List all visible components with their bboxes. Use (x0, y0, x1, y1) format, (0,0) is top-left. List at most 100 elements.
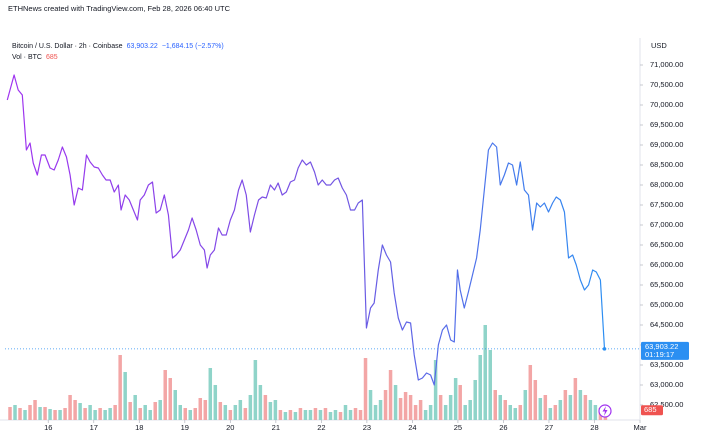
y-tick-label: 66,000.00 (650, 260, 683, 269)
volume-bar (248, 395, 253, 420)
volume-bar (83, 408, 87, 420)
volume-bar (443, 405, 448, 420)
volume-bar (8, 407, 12, 420)
volume-bar (333, 410, 338, 420)
volume-badge-text: 685 (644, 405, 657, 414)
x-tick-label: 16 (44, 423, 52, 432)
y-tick-label: 70,000.00 (650, 100, 683, 109)
volume-bar (163, 370, 167, 420)
volume-bar (558, 400, 563, 420)
volume-bar (573, 378, 578, 420)
price-line (6, 74, 606, 386)
x-tick-label: 23 (363, 423, 371, 432)
volume-bar (428, 405, 433, 420)
volume-bar (303, 410, 308, 420)
legend-volume-value: 685 (46, 54, 58, 61)
volume-badge (641, 405, 663, 416)
volume-bar (468, 400, 472, 420)
volume-bar (323, 408, 328, 420)
volume-bar (533, 380, 538, 420)
volume-bar (178, 405, 183, 420)
volume-bar (68, 395, 72, 420)
volume-bar (273, 400, 278, 420)
volume-bar (298, 408, 303, 420)
volume-bar (138, 408, 142, 420)
volume-bar (123, 372, 127, 420)
y-tick-label: 65,500.00 (650, 280, 683, 289)
volume-bar (308, 410, 313, 420)
y-tick-label: 66,500.00 (650, 240, 683, 249)
volume-bar (228, 410, 233, 420)
volume-bar (503, 400, 508, 420)
volume-bar (243, 408, 248, 420)
volume-bar (203, 400, 208, 420)
volume-bar (553, 405, 558, 420)
y-tick-label: 64,500.00 (650, 320, 683, 329)
volume-bar (543, 395, 548, 420)
x-tick-label: 18 (135, 423, 143, 432)
volume-bar (143, 405, 147, 420)
axis-layer: 62,500.0063,000.0063,500.0064,000.0064,5… (44, 60, 683, 432)
volume-bar (478, 355, 482, 420)
volume-bar (103, 410, 107, 420)
volume-bar (353, 408, 358, 420)
volume-bar (518, 405, 523, 420)
legend-last-price: 63,903.22 (127, 43, 158, 50)
x-tick-label: 26 (499, 423, 507, 432)
volume-bar (588, 400, 593, 420)
volume-bar (48, 409, 52, 420)
legend-volume-name: Vol · BTC (12, 54, 42, 61)
volume-bar (158, 400, 162, 420)
volume-bar (283, 412, 288, 420)
volume-bar (423, 410, 428, 420)
volume-bar (568, 395, 573, 420)
volume-bar (578, 390, 583, 420)
volume-bar (28, 405, 32, 420)
y-tick-label: 69,500.00 (650, 120, 683, 129)
y-tick-label: 63,500.00 (650, 360, 683, 369)
volume-bar (433, 360, 438, 420)
volume-bar (13, 405, 17, 420)
volume-bar (343, 405, 348, 420)
volume-bar (473, 380, 477, 420)
y-tick-label: 70,500.00 (650, 80, 683, 89)
volume-bar (23, 410, 27, 420)
volume-bar (358, 410, 363, 420)
volume-bar (493, 390, 497, 420)
x-tick-label: 22 (317, 423, 325, 432)
x-tick-label: 24 (408, 423, 416, 432)
volume-bar (38, 407, 42, 420)
volume-bar (413, 405, 418, 420)
volume-bar (463, 405, 467, 420)
volume-bar (398, 398, 403, 420)
volume-bar (133, 395, 137, 420)
volume-bar (73, 400, 77, 420)
volume-bar (253, 360, 258, 420)
volume-bar (113, 405, 117, 420)
volume-bar (43, 407, 47, 420)
volume-bar (438, 395, 443, 420)
x-tick-label: 21 (272, 423, 280, 432)
x-tick-label: 27 (545, 423, 553, 432)
volume-bar (168, 378, 172, 420)
volume-bar (63, 408, 67, 420)
legend-series-name: Bitcoin / U.S. Dollar · 2h · Coinbase (12, 43, 123, 50)
volume-bar (233, 405, 238, 420)
y-tick-label: 63,000.00 (650, 380, 683, 389)
volume-bar (348, 410, 353, 420)
volume-bar (108, 408, 112, 420)
volume-bar (213, 385, 218, 420)
volume-bar (188, 410, 193, 420)
y-tick-label: 71,000.00 (650, 60, 683, 69)
countdown: 01:19:17 (645, 350, 674, 359)
volume-bar (538, 398, 543, 420)
volume-bar (548, 408, 553, 420)
volume-bar (523, 390, 528, 420)
legend-change: −1,684.15 (−2.57%) (162, 43, 224, 50)
volume-bar (268, 402, 273, 420)
legend: Bitcoin / U.S. Dollar · 2h · Coinbase 63… (12, 43, 224, 61)
last-price-badge-text: 63,903.22 (645, 342, 678, 351)
